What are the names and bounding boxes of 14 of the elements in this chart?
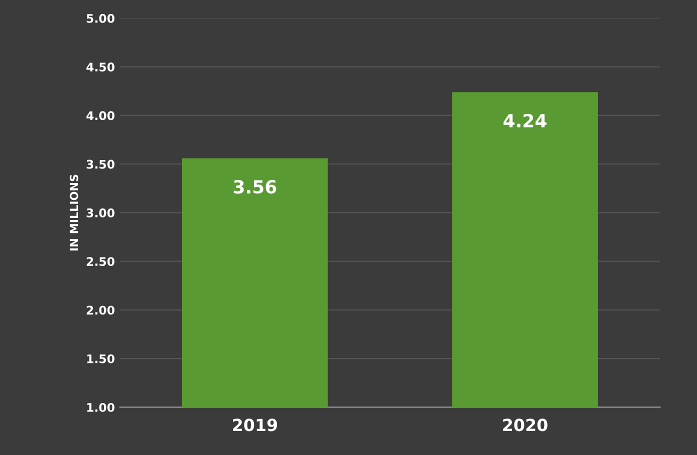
y-tick-label: 2.00 bbox=[86, 306, 114, 315]
y-tick-label: 1.00 bbox=[87, 402, 114, 412]
y-tick-label: 5.00 bbox=[86, 14, 114, 23]
y-tick-label: 3.00 bbox=[86, 208, 114, 218]
y-tick-label: 4.00 bbox=[86, 111, 114, 120]
x-tick-label: 2020 bbox=[503, 418, 548, 432]
data-label: 3.56 bbox=[234, 180, 276, 194]
x-tick-label: 2019 bbox=[233, 418, 278, 432]
y-tick-label: 1.50 bbox=[87, 354, 114, 364]
y-tick-label: 3.50 bbox=[86, 160, 114, 169]
data-label: 4.24 bbox=[504, 114, 546, 128]
y-axis-title: IN MILLIONS bbox=[70, 174, 78, 250]
y-tick-label: 4.50 bbox=[86, 62, 114, 72]
y-tick-label: 2.50 bbox=[86, 257, 114, 266]
